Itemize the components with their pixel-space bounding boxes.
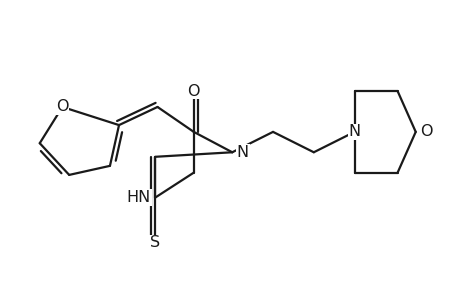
Text: N: N [348, 124, 360, 140]
Text: HN: HN [126, 190, 151, 205]
Text: N: N [236, 145, 248, 160]
Text: O: O [56, 100, 68, 115]
Text: S: S [150, 236, 160, 250]
Text: O: O [187, 84, 200, 99]
Text: O: O [420, 124, 432, 140]
